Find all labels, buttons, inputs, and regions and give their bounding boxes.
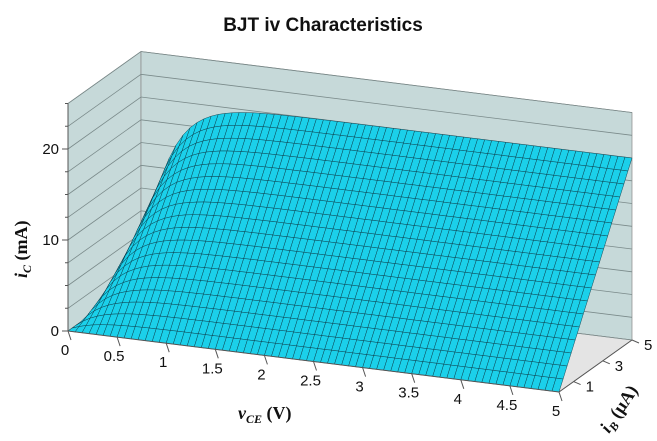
x-tick-mark xyxy=(116,336,121,347)
y-axis-label-sub: C xyxy=(20,264,34,273)
x-tick-label: 5 xyxy=(552,403,560,420)
x-axis-label-sub: CE xyxy=(246,412,262,426)
x-tick-mark xyxy=(411,373,416,383)
x-tick-label: 0 xyxy=(61,342,69,359)
z-tick-label: 1 xyxy=(586,379,594,396)
wall-gridline xyxy=(67,51,633,113)
z-axis-label-unit: (μA) xyxy=(603,381,643,426)
x-tick-label: 1 xyxy=(159,354,167,371)
x-tick-mark xyxy=(165,343,170,353)
x-axis-label-var: v xyxy=(238,403,247,423)
x-tick-label: 3 xyxy=(355,379,363,396)
y-tick-label: 10 xyxy=(42,232,59,249)
x-tick-mark xyxy=(313,361,317,371)
y-axis-label-var: i xyxy=(11,273,31,278)
plot-area: 0 0.5 1 1.5 2 2.5 3 3.5 4 4.5 5 0 10 20 1 3 5 xyxy=(42,50,652,420)
x-tick-mark xyxy=(460,379,465,389)
y-tick-label: 0 xyxy=(51,323,59,340)
x-tick-label: 1.5 xyxy=(202,360,223,377)
y-axis-label: iC (mA) xyxy=(11,220,34,278)
surface xyxy=(67,112,633,393)
z-tick-mark xyxy=(631,339,640,344)
z-tick-label: 5 xyxy=(644,337,652,354)
x-tick-mark xyxy=(362,367,367,377)
x-tick-label: 4 xyxy=(454,391,462,408)
x-tick-label: 4.5 xyxy=(496,397,517,414)
x-tick-mark xyxy=(67,330,72,341)
z-tick-mark xyxy=(573,381,581,386)
x-tick-mark xyxy=(214,349,219,359)
y-tick-label: 20 xyxy=(42,141,59,158)
x-axis-label-unit: (V) xyxy=(262,403,292,424)
z-tick-mark xyxy=(602,360,610,365)
x-tick-label: 2 xyxy=(257,366,265,383)
wall-gridline xyxy=(67,73,633,136)
chart-title: BJT iv Characteristics xyxy=(223,15,423,36)
x-tick-label: 0.5 xyxy=(104,348,125,365)
z-axis-label: iB (μA) xyxy=(596,381,645,438)
y-axis-label-unit: (mA) xyxy=(11,220,32,264)
x-axis-label: vCE (V) xyxy=(238,403,292,426)
x-tick-label: 3.5 xyxy=(398,385,419,402)
z-tick-label: 3 xyxy=(615,358,623,375)
z-axis-line xyxy=(558,339,633,393)
x-tick-mark xyxy=(509,385,514,396)
x-tick-mark xyxy=(558,391,563,402)
x-tick-label: 2.5 xyxy=(300,373,321,390)
x-tick-mark xyxy=(263,355,268,365)
